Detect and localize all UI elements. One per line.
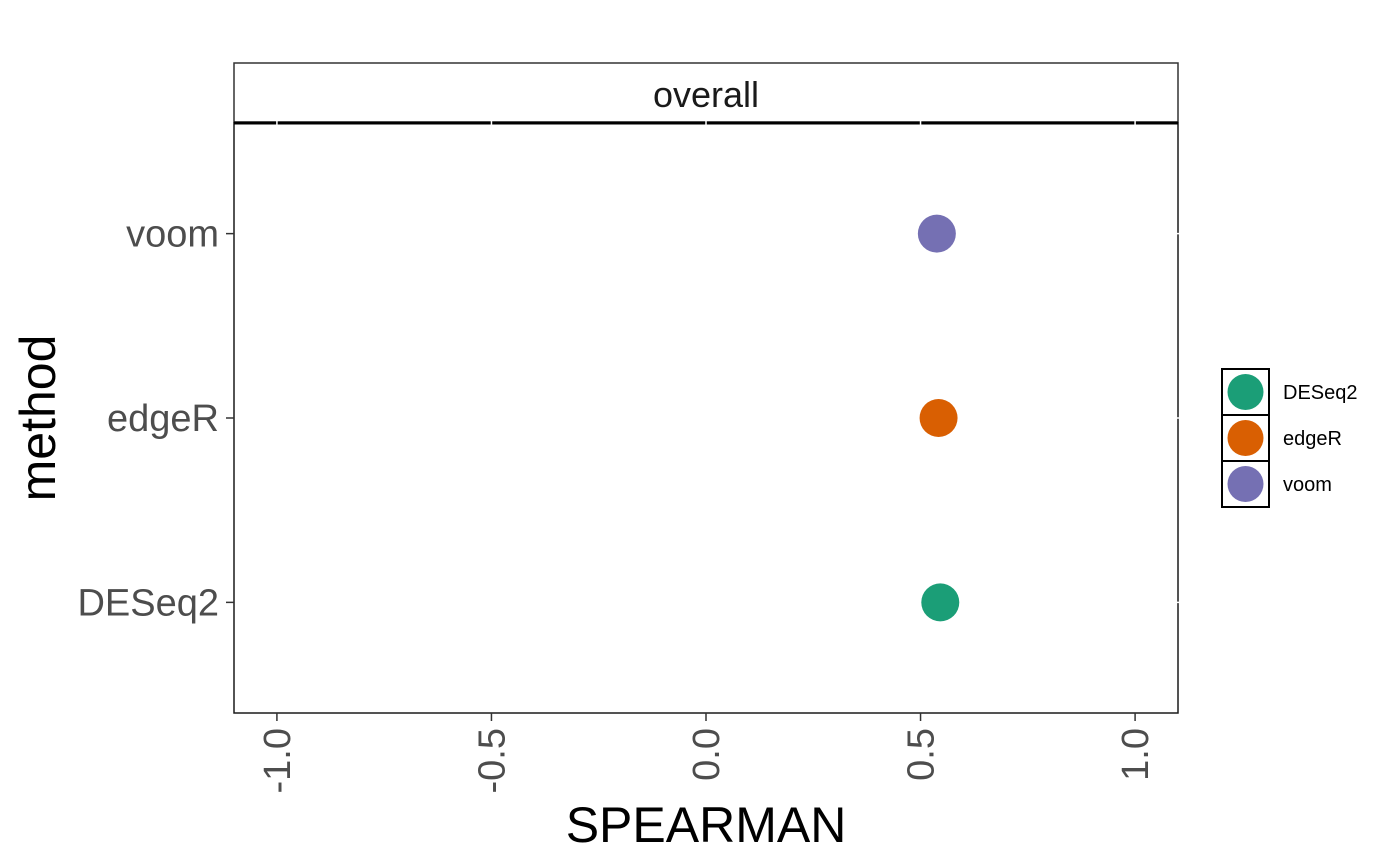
legend-label-0: DESeq2 bbox=[1283, 382, 1358, 404]
data-points bbox=[917, 214, 960, 622]
x-axis: -1.0 -0.5 0.0 0.5 1.0 bbox=[257, 121, 1157, 793]
x-tick-label-2: 0.0 bbox=[686, 728, 728, 781]
y-axis-title: method bbox=[10, 335, 66, 502]
x-axis-title: SPEARMAN bbox=[566, 797, 847, 853]
legend: DESeq2 edgeR voom bbox=[1221, 368, 1358, 508]
x-tick-label-1: -0.5 bbox=[471, 728, 513, 793]
y-tick-label-1: edgeR bbox=[107, 398, 219, 440]
facet-strip-label: overall bbox=[653, 74, 759, 115]
facet-strip-box bbox=[233, 62, 1179, 123]
y-tick-label-2: voom bbox=[126, 214, 219, 256]
y-axis: DESeq2 edgeR voom bbox=[77, 214, 1180, 624]
legend-label-1: edgeR bbox=[1283, 428, 1342, 450]
x-tick-label-3: 0.5 bbox=[901, 728, 943, 781]
y-tick-label-0: DESeq2 bbox=[77, 582, 219, 624]
x-tick-label-4: 1.0 bbox=[1115, 728, 1157, 781]
legend-swatch-DESeq2 bbox=[1227, 374, 1264, 410]
point-voom bbox=[917, 214, 956, 253]
facet-strip: overall bbox=[233, 62, 1179, 123]
legend-swatch-voom bbox=[1227, 466, 1264, 502]
legend-label-2: voom bbox=[1283, 474, 1332, 496]
plot-panel bbox=[233, 122, 1179, 714]
legend-swatch-edgeR bbox=[1227, 420, 1264, 456]
point-edgeR bbox=[919, 399, 958, 437]
x-tick-label-0: -1.0 bbox=[257, 728, 299, 793]
point-DESeq2 bbox=[921, 583, 960, 622]
